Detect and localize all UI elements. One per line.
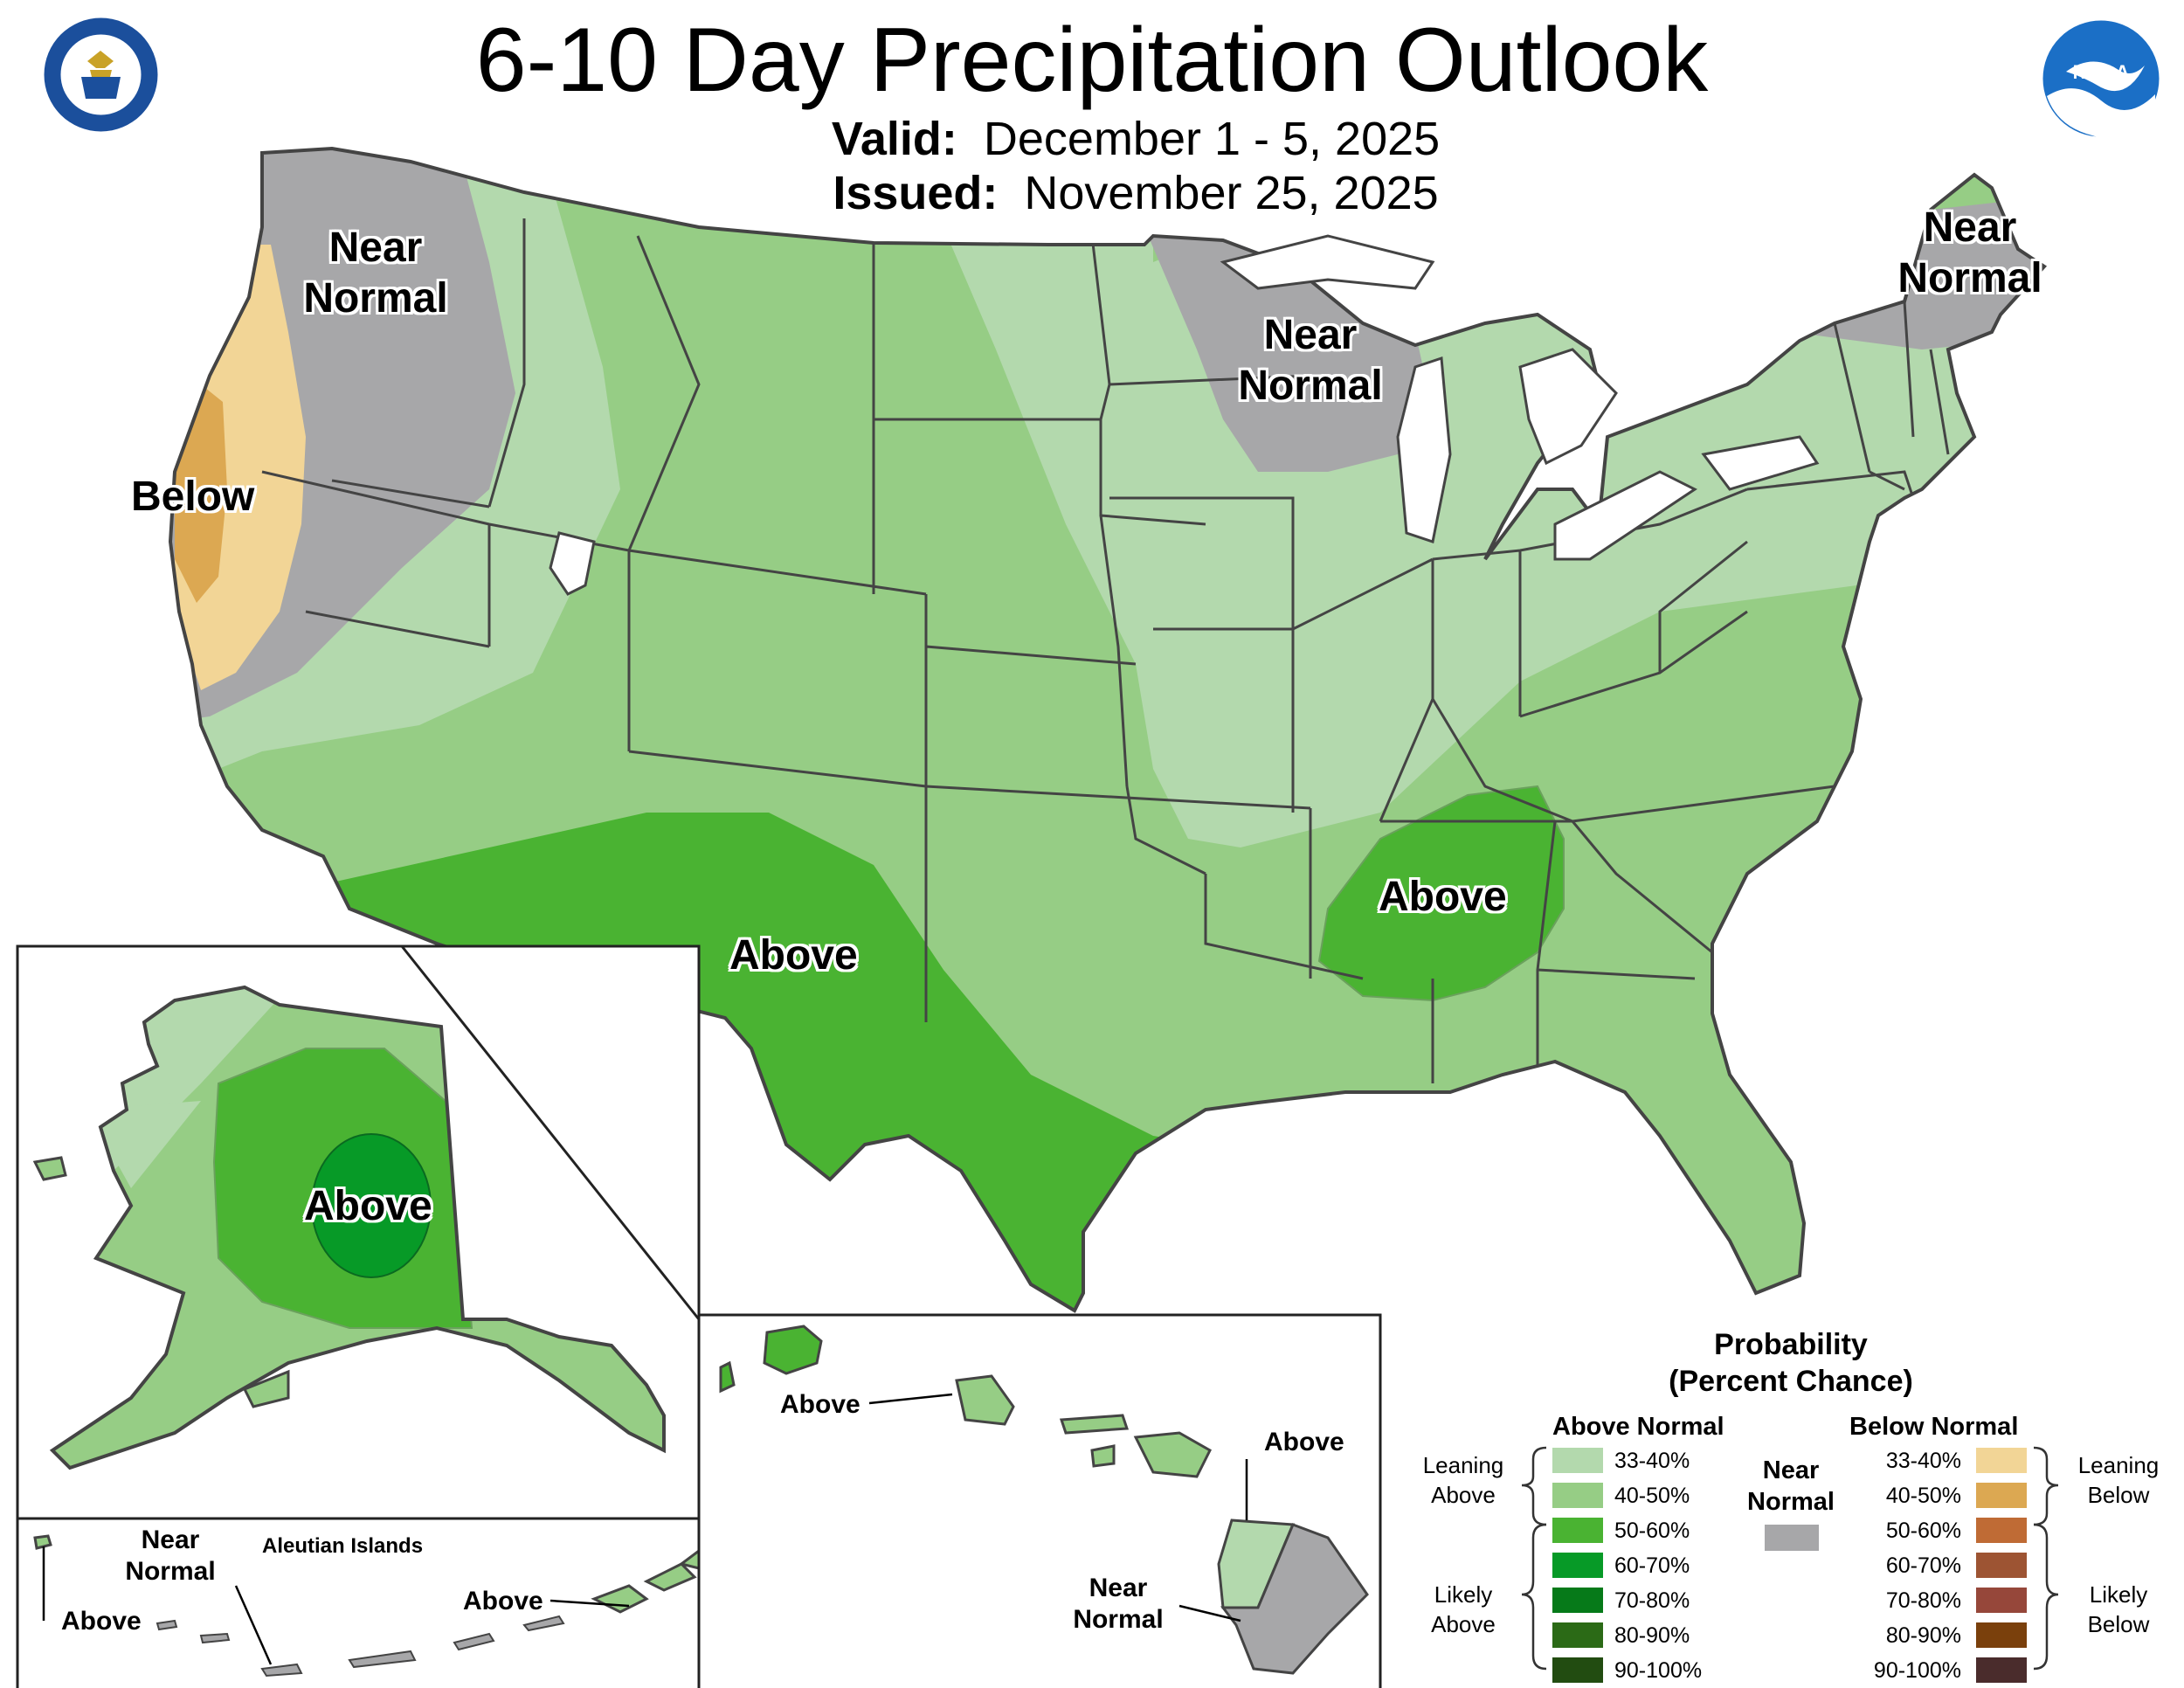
label-northeast-near-normal: Near Normal [1897,204,2042,301]
legend-leaning-below: Leaning Below [2077,1452,2160,1508]
label-alaska-above: Above [304,1183,432,1229]
molokai [1059,1414,1130,1435]
legend-below-range-2: 50-60% [1885,1519,1961,1543]
aleutians-inset [16,1517,701,1688]
legend-title-1: Probability [1714,1328,1868,1361]
legend-below-swatch-4 [1976,1588,2027,1613]
valid-line: Valid: December 1 - 5, 2025 [786,112,1485,166]
label-aleutians-title: Aleutian Islands [262,1534,424,1558]
page-title: 6-10 Day Precipitation Outlook [475,10,1709,111]
legend-leaning-above: Leaning Above [1422,1452,1504,1508]
legend-near-normal-label: Near Normal [1747,1456,1835,1516]
legend-likely-above: Likely Above [1431,1581,1496,1637]
issued-value: November 25, 2025 [1024,167,1439,219]
legend-above-range-5: 80-90% [1614,1623,1690,1648]
noaa-logo-text: NOAA [2073,61,2130,83]
label-hawaii-near-normal: Near Normal [1073,1574,1164,1634]
above-50-60-southeast [1317,785,1565,1002]
legend-below-swatch-1 [1976,1483,2027,1508]
great-lakes [549,234,1820,596]
label-midwest-near-normal: Near Normal [1238,312,1383,409]
valid-label: Valid: [831,113,957,165]
legend-below-swatch-5 [1976,1622,2027,1648]
hawaii-inset [697,1313,1382,1688]
lanai [1090,1444,1116,1468]
legend-above-swatch-3 [1552,1553,1603,1578]
label-westcoast-below: Below [131,474,255,520]
legend-above-swatch-5 [1552,1622,1603,1648]
legend-above-range-0: 33-40% [1614,1449,1690,1473]
label-nw-near-normal: Near Normal [303,225,448,322]
legend-braces [1521,1446,2059,1671]
kauai [763,1325,823,1375]
legend-above-swatch-0 [1552,1448,1603,1473]
department-of-commerce-seal-icon [42,16,160,134]
state-boundaries [261,218,1950,1083]
legend-below-swatch-6 [1976,1657,2027,1683]
label-hawaii-above-kauai: Above [780,1390,860,1419]
alaska-inset [16,944,701,1520]
label-aleutians-above-right: Above [463,1587,543,1615]
oahu [955,1374,1015,1426]
niihau [719,1360,736,1394]
legend-near-normal-swatch [1765,1525,1819,1551]
issued-line: Issued: November 25, 2025 [786,166,1485,220]
legend-above-range-1: 40-50% [1614,1484,1690,1508]
legend-likely-below: Likely Below [2087,1581,2150,1637]
legend-above-swatch-2 [1552,1518,1603,1543]
legend-below-swatch-0 [1976,1448,2027,1473]
label-aleutians-near-normal: Near Normal [125,1525,216,1586]
legend-above-range-2: 50-60% [1614,1519,1690,1543]
legend-below-swatch-3 [1976,1553,2027,1578]
legend-below-swatch-2 [1976,1518,2027,1543]
ak-leaning-above-west [87,1101,201,1188]
legend-above-swatch-4 [1552,1588,1603,1613]
legend-above-range-4: 70-80% [1614,1588,1690,1613]
label-southwest-above: Above [729,932,858,979]
legend-above-header: Above Normal [1552,1413,1724,1441]
label-southeast-above: Above [1379,874,1507,920]
maui [1133,1431,1212,1478]
label-aleutians-above-left: Above [61,1607,142,1636]
legend-above-swatch-1 [1552,1483,1603,1508]
label-hawaii-above-big-island: Above [1264,1428,1344,1456]
legend-below-range-1: 40-50% [1885,1484,1961,1508]
legend-below-range-3: 60-70% [1885,1553,1961,1578]
valid-value: December 1 - 5, 2025 [983,113,1441,165]
legend-title-2: (Percent Chance) [1669,1365,1913,1398]
legend-above-swatch-6 [1552,1657,1603,1683]
legend-below-range-0: 33-40% [1885,1449,1961,1473]
legend-below-range-5: 80-90% [1885,1623,1961,1648]
legend-above-range-6: 90-100% [1614,1658,1703,1683]
above-50-60-southwest [332,813,1206,1311]
issued-label: Issued: [833,167,999,219]
noaa-logo-icon: NOAA [2040,17,2162,140]
big-island-near-normal [1220,1523,1369,1675]
conus-map [169,147,2046,1312]
near-normal-upper-midwest [1144,227,1433,472]
ak-above-60-70 [311,1133,432,1278]
legend-below-range-4: 70-80% [1885,1588,1961,1613]
legend-above-range-3: 60-70% [1614,1553,1690,1578]
legend-below-header: Below Normal [1849,1413,2019,1441]
legend-below-range-6: 90-100% [1873,1658,1961,1683]
